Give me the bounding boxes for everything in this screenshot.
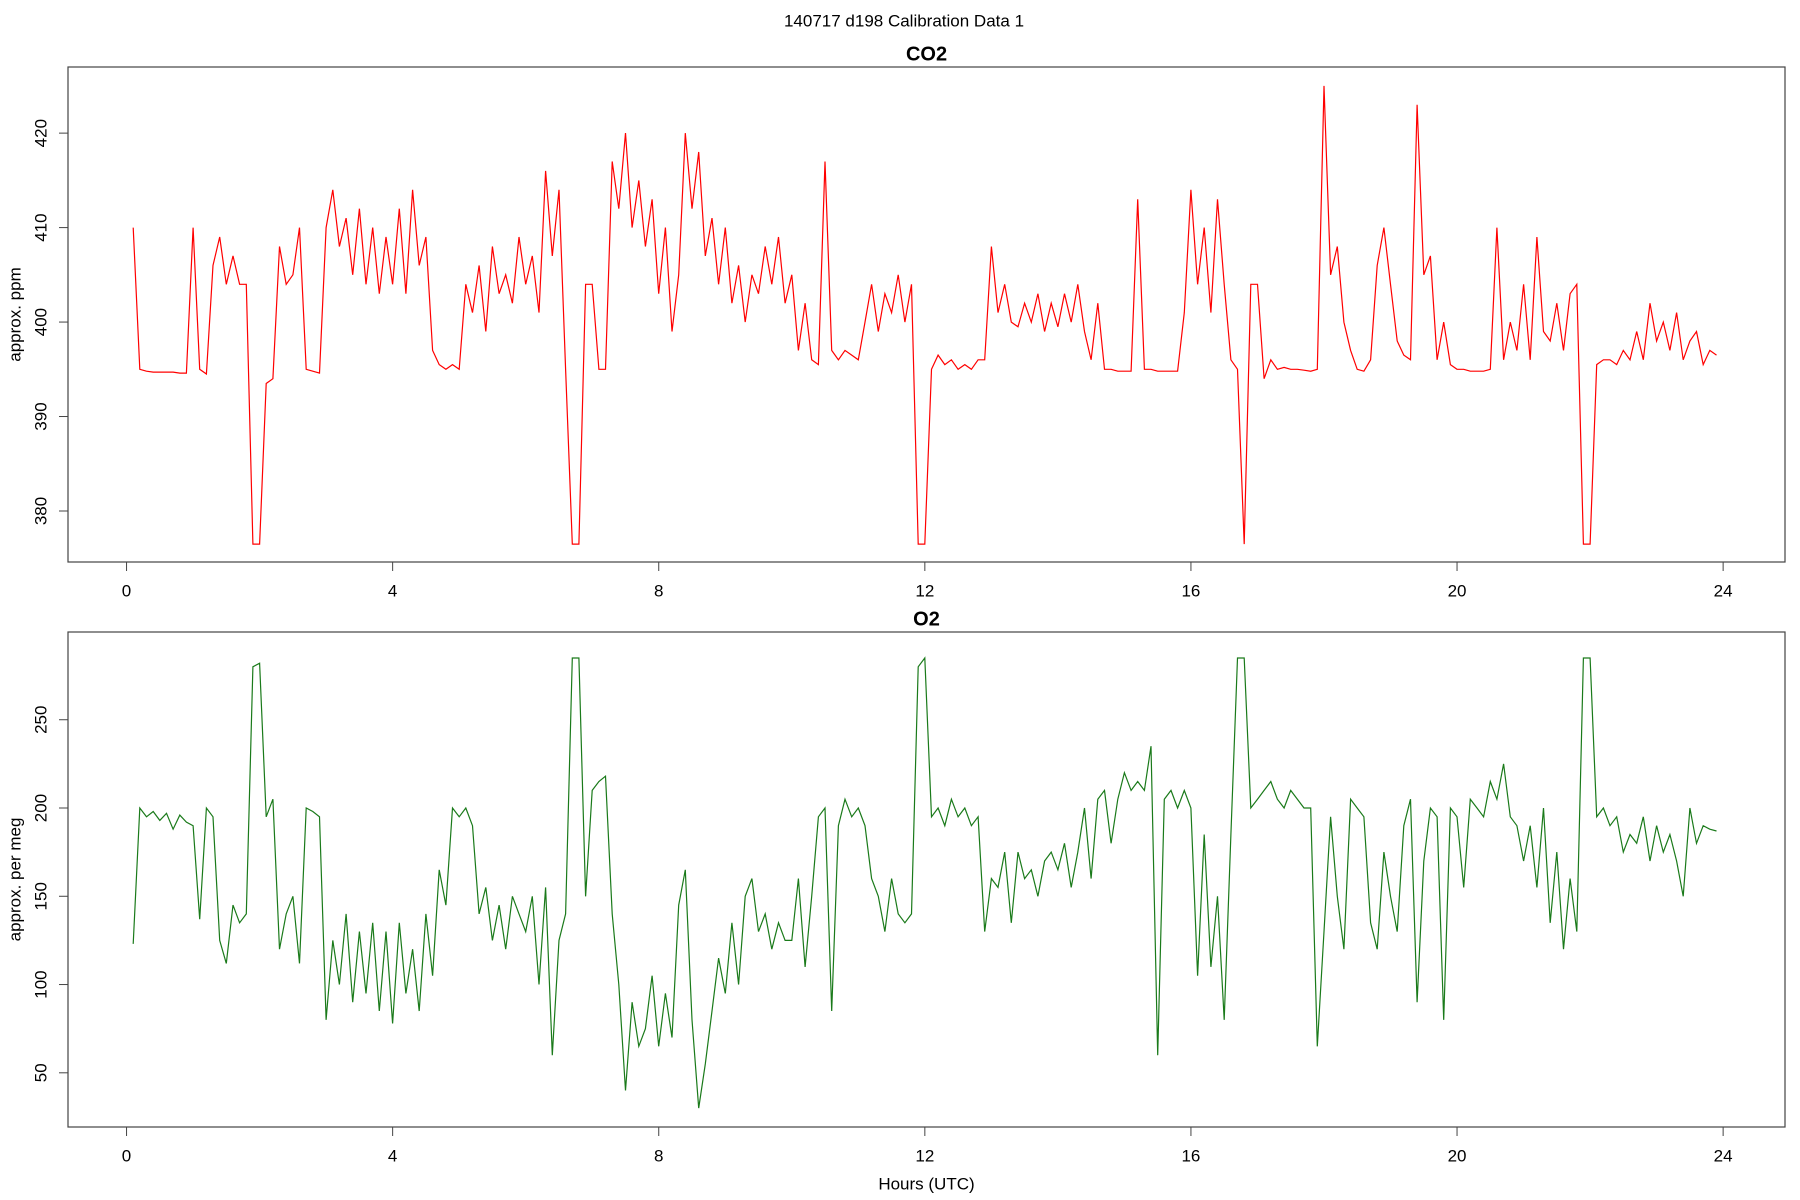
y-axis-label: approx. per meg [5,818,24,942]
x-tick-label: 20 [1448,581,1467,600]
x-tick-label: 4 [388,1146,397,1165]
y-tick-label: 390 [31,402,50,430]
plot-frame [67,631,1786,1128]
x-tick-label: 24 [1714,581,1733,600]
y-tick-label: 410 [31,213,50,241]
y-tick-label: 50 [31,1063,50,1082]
y-tick-label: 100 [31,970,50,998]
x-tick-label: 0 [122,581,131,600]
figure-title: 140717 d198 Calibration Data 1 [784,11,1024,30]
x-tick-label: 24 [1714,1146,1733,1165]
plot-frame [67,66,1786,563]
x-tick-label: 8 [654,581,663,600]
y-tick-label: 400 [31,308,50,336]
y-tick-label: 200 [31,794,50,822]
y-tick-label: 420 [31,119,50,147]
y-tick-label: 150 [31,882,50,910]
y-tick-label: 380 [31,497,50,525]
x-tick-label: 8 [654,1146,663,1165]
panel-title: CO2 [906,43,947,65]
x-axis-label: Hours (UTC) [878,1174,974,1193]
x-tick-label: 20 [1448,1146,1467,1165]
data-line [132,656,1717,1109]
y-axis-label: approx. ppm [5,267,24,362]
x-tick-label: 16 [1181,1146,1200,1165]
x-tick-label: 12 [915,581,934,600]
x-tick-label: 16 [1181,581,1200,600]
x-tick-label: 4 [388,581,397,600]
x-tick-label: 0 [122,1146,131,1165]
data-line [132,85,1717,545]
panel-title: O2 [913,608,940,630]
y-tick-label: 250 [31,706,50,734]
x-tick-label: 12 [915,1146,934,1165]
